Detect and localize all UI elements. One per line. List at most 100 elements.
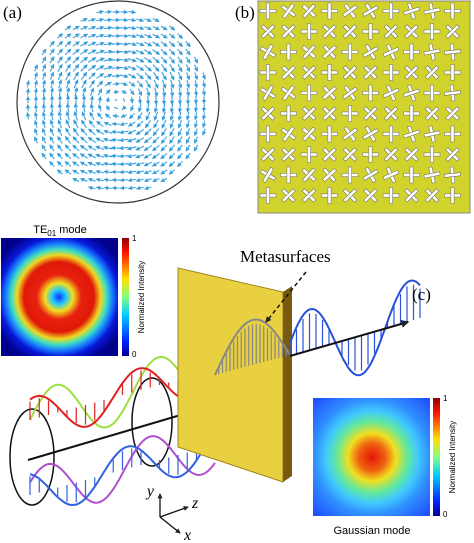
field-arrow <box>65 111 70 121</box>
field-arrow <box>103 73 113 78</box>
colorbar <box>122 238 129 356</box>
field-arrow <box>103 65 113 70</box>
field-arrow <box>95 153 105 158</box>
field-arrow <box>128 17 137 23</box>
field-arrow <box>143 161 152 167</box>
field-arrow <box>170 79 175 89</box>
field-arrow <box>119 57 130 63</box>
field-arrow <box>119 121 128 127</box>
field-arrow <box>33 127 39 136</box>
meta-atom <box>260 147 276 162</box>
cross-arm <box>342 65 358 80</box>
field-arrow <box>64 25 72 31</box>
metasurface-plate <box>177 267 284 483</box>
field-arrow <box>57 111 62 121</box>
cross-arm <box>368 84 373 102</box>
meta-atom <box>382 43 400 61</box>
field-arrow <box>135 185 144 191</box>
field-arrow <box>25 79 31 88</box>
meta-atom <box>322 44 337 60</box>
meta-atom <box>259 125 277 143</box>
field-arrow <box>185 152 191 160</box>
field-arrow <box>88 25 97 31</box>
field-arrow <box>72 169 80 175</box>
cross-arm <box>302 44 316 60</box>
cross-arm <box>307 84 311 102</box>
field-arrow <box>185 56 191 64</box>
field-arrow <box>137 96 143 105</box>
field-arrow <box>80 33 89 39</box>
field-arrow <box>127 129 137 135</box>
meta-atom <box>259 166 277 184</box>
meta-atom <box>404 147 419 162</box>
field-arrow <box>57 56 63 64</box>
meta-atom <box>404 65 419 80</box>
field-arrow <box>193 136 199 144</box>
field-arrow <box>186 72 191 81</box>
cross-arm <box>403 129 420 139</box>
cross-arm <box>286 166 291 184</box>
meta-atom <box>341 166 359 184</box>
field-arrow <box>135 49 145 55</box>
meta-atom <box>281 24 296 39</box>
field-arrow <box>88 17 97 23</box>
field-arrow <box>193 56 199 64</box>
field-arrow <box>81 119 87 129</box>
field-arrow <box>119 129 129 135</box>
field-arrow <box>103 177 112 183</box>
cross-arm <box>382 87 400 99</box>
field-arrow <box>64 40 72 47</box>
field-arrow <box>177 71 183 81</box>
meta-atom <box>423 84 441 102</box>
field-arrow <box>135 153 145 159</box>
cross-arm <box>302 167 316 183</box>
field-arrow <box>193 64 198 72</box>
field-arrow <box>64 56 72 64</box>
cross-arm <box>327 187 332 204</box>
meta-atom <box>260 24 276 39</box>
meta-atom <box>259 43 277 61</box>
field-arrow <box>33 64 38 72</box>
cross-arm <box>383 106 399 121</box>
field-arrow <box>57 127 63 136</box>
cross-arm <box>389 187 393 204</box>
field-arrow <box>152 48 160 56</box>
field-arrow <box>177 119 182 129</box>
field-arrow <box>176 161 183 168</box>
cross-arm <box>445 147 460 162</box>
cross-arm <box>260 147 276 162</box>
cross-arm <box>322 168 337 182</box>
cross-arm <box>322 24 337 39</box>
cross-arm <box>307 146 311 163</box>
field-arrow <box>136 120 144 128</box>
cross-arm <box>342 24 358 39</box>
field-arrow <box>89 111 95 120</box>
field-arrow <box>128 81 136 87</box>
cross-arm <box>368 146 373 163</box>
cross-arm <box>266 2 270 20</box>
field-arrow <box>97 88 103 96</box>
field-arrow <box>185 128 191 137</box>
cross-arm <box>281 24 296 39</box>
field-arrow <box>41 144 47 152</box>
field-arrow <box>81 102 87 113</box>
field-arrow <box>144 33 153 39</box>
colorbar-tick: 0 <box>132 350 137 359</box>
field-arrow <box>127 137 137 143</box>
meta-atom <box>382 84 400 102</box>
field-arrow <box>41 56 47 64</box>
field-arrow <box>57 144 63 152</box>
meta-atom <box>281 147 296 162</box>
field-arrow <box>193 72 199 81</box>
axis-arrow <box>159 506 189 518</box>
meta-atom <box>342 85 358 101</box>
cross-arm <box>342 188 358 203</box>
cross-arm <box>348 43 352 61</box>
field-arrow <box>143 49 153 55</box>
wave <box>289 279 421 377</box>
field-arrow <box>137 104 143 113</box>
field-arrow <box>96 73 105 79</box>
beam-ring <box>131 377 173 467</box>
field-arrow <box>201 112 207 121</box>
colorbar-tick: 1 <box>443 394 448 403</box>
